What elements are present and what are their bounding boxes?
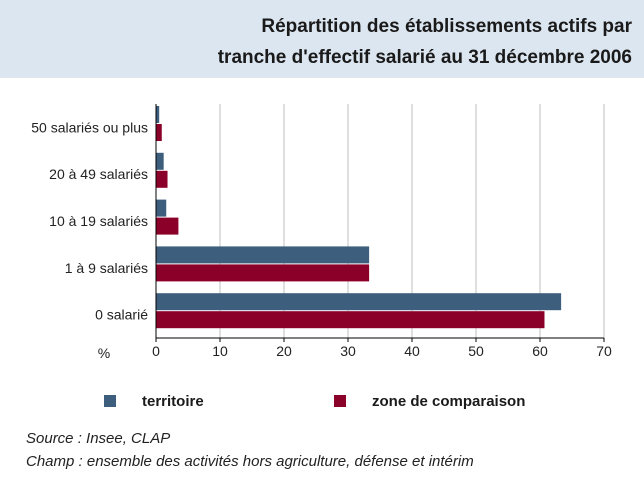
chart-title-line-2: tranche d'effectif salarié au 31 décembr… [217,47,632,68]
legend-item-zone-de-comparaison: zone de comparaison [334,392,525,410]
x-tick-label-50: 50 [468,343,484,359]
x-tick-label-0: 0 [152,343,160,359]
bar-zone-de-comparaison-0-salari- [156,311,545,329]
title-band: Répartition des établissements actifs pa… [0,0,644,78]
bar-territoire-10-19-salari-s [156,199,167,217]
category-label-1-9-salari-s: 1 à 9 salariés [65,260,148,276]
bar-territoire-0-salari- [156,293,562,311]
bar-territoire-20-49-salari-s [156,152,164,170]
chart-title-line-1: Répartition des établissements actifs pa… [261,16,632,37]
legend-swatch-territoire [104,395,116,407]
scope-note: Champ : ensemble des activités hors agri… [26,453,474,470]
legend-label-territoire: territoire [142,392,204,410]
bar-chart: 50 salariés ou plus 20 à 49 salariés 10 à … [31,104,612,361]
x-tick-label-20: 20 [276,343,292,359]
bar-zone-de-comparaison-20-49-salari-s [156,170,168,188]
bar-zone-de-comparaison-1-9-salari-s [156,264,370,282]
source-note: Source : Insee, CLAP [26,430,171,447]
category-label-50-salari-s-ou-plus: 50 salariés ou plus [31,119,148,135]
category-label-20-49-salari-s: 20 à 49 salariés [49,166,148,182]
legend-item-territoire: territoire [104,392,204,410]
legend-label-zone-de-comparaison: zone de comparaison [372,392,526,410]
x-tick-label-40: 40 [404,343,420,359]
bar-zone-de-comparaison-50-salari-s-ou-plus [156,124,162,141]
x-tick-label-60: 60 [532,343,548,359]
category-label-10-19-salari-s: 10 à 19 salariés [49,213,148,229]
bar-territoire-50-salari-s-ou-plus [156,106,160,123]
legend-swatch-zone-de-comparaison [334,395,346,407]
category-label-0-salari-: 0 salarié [95,307,148,323]
x-axis-label: % [98,345,110,361]
x-tick-label-70: 70 [596,343,612,359]
bar-territoire-1-9-salari-s [156,246,370,264]
bar-zone-de-comparaison-10-19-salari-s [156,217,179,235]
x-tick-label-30: 30 [340,343,356,359]
x-tick-label-10: 10 [212,343,228,359]
